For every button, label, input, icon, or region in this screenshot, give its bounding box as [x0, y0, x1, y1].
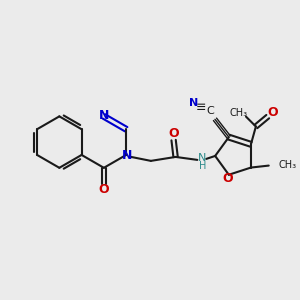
Text: N: N — [198, 153, 206, 163]
Text: N: N — [189, 98, 198, 109]
Text: O: O — [223, 172, 233, 185]
Text: ≡: ≡ — [196, 101, 206, 114]
Text: O: O — [168, 127, 179, 140]
Text: N: N — [122, 149, 132, 162]
Text: C: C — [206, 106, 214, 116]
Text: O: O — [99, 183, 109, 196]
Text: N: N — [99, 109, 109, 122]
Text: CH₃: CH₃ — [279, 160, 297, 170]
Text: CH₃: CH₃ — [229, 108, 247, 118]
Text: H: H — [199, 161, 206, 171]
Text: O: O — [267, 106, 278, 119]
